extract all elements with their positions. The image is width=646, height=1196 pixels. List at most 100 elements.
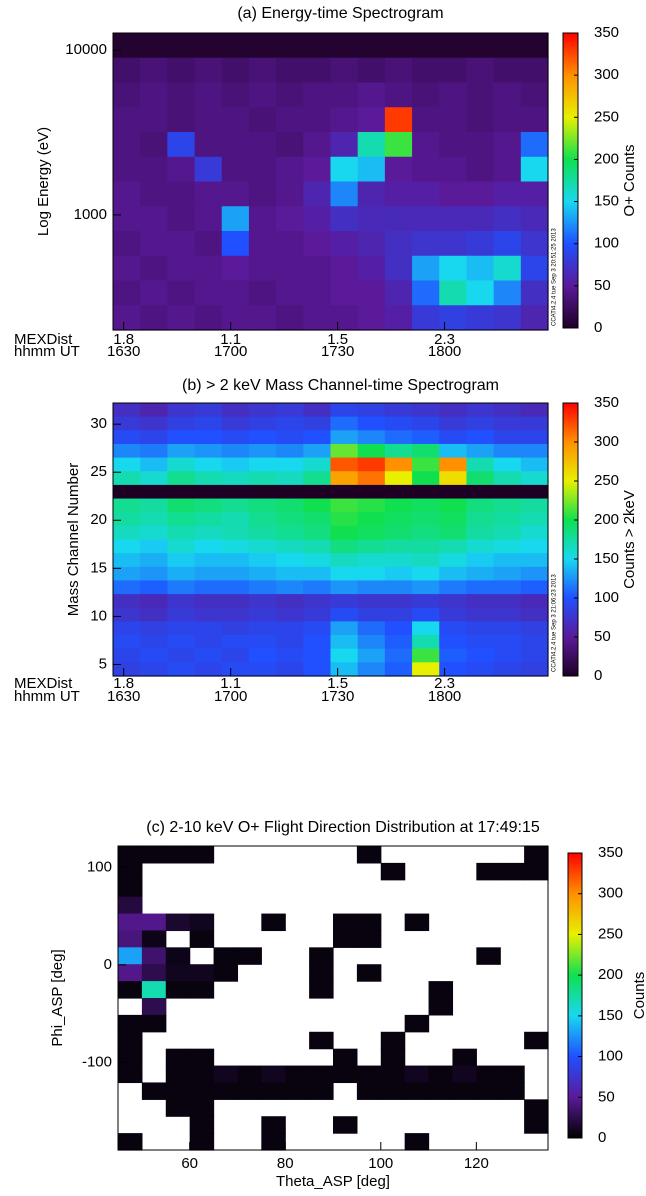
colorbar-tick-label: 50 bbox=[598, 1088, 615, 1105]
heatmap-cell bbox=[493, 443, 522, 459]
heatmap-cell bbox=[248, 181, 277, 207]
heatmap-cell bbox=[113, 525, 141, 541]
heatmap-cell bbox=[165, 1065, 191, 1084]
heatmap-cell bbox=[357, 484, 386, 500]
heatmap-cell bbox=[520, 498, 549, 513]
heatmap-cell bbox=[466, 607, 495, 622]
heatmap-cell bbox=[113, 305, 141, 331]
heatmap-cell bbox=[141, 930, 167, 948]
heatmap-cell bbox=[493, 553, 522, 568]
heatmap-cell bbox=[113, 607, 141, 622]
colorbar-tick-label: 150 bbox=[598, 1007, 623, 1024]
mexdist-label: 2.3 bbox=[434, 331, 455, 348]
heatmap-cell bbox=[476, 947, 501, 965]
heatmap-cell bbox=[276, 305, 304, 331]
heatmap-cell bbox=[113, 430, 141, 445]
heatmap-cell bbox=[303, 566, 332, 582]
heatmap-cell bbox=[213, 1065, 239, 1084]
heatmap-cell bbox=[261, 1082, 286, 1100]
heatmap-cell bbox=[303, 648, 332, 663]
heatmap-cell bbox=[141, 981, 167, 999]
x-tick-label: 1700 bbox=[214, 688, 247, 705]
heatmap-cell bbox=[140, 132, 168, 158]
heatmap-cell bbox=[303, 525, 332, 541]
x-tick-label: 1730 bbox=[321, 343, 354, 360]
heatmap-cell bbox=[276, 484, 304, 500]
heatmap-cell bbox=[276, 443, 304, 459]
heatmap-cell bbox=[493, 648, 522, 663]
colorbar-tick-label: 300 bbox=[594, 433, 619, 450]
heatmap-cell bbox=[221, 539, 250, 554]
heatmap-cell bbox=[520, 416, 549, 431]
heatmap-cell bbox=[466, 457, 495, 472]
heatmap-cell bbox=[384, 553, 413, 568]
y-tick-label: 25 bbox=[90, 463, 107, 480]
heatmap-cell bbox=[140, 580, 168, 595]
heatmap-cell bbox=[384, 471, 413, 486]
heatmap-cell bbox=[412, 255, 440, 282]
y-tick-label: 5 bbox=[99, 655, 107, 672]
heatmap-cell bbox=[140, 621, 168, 636]
heatmap-cell bbox=[118, 846, 143, 864]
heatmap-cell bbox=[466, 206, 495, 232]
heatmap-cell bbox=[524, 1116, 549, 1134]
heatmap-cell bbox=[194, 607, 223, 622]
heatmap-cell bbox=[248, 57, 277, 84]
heatmap-cell bbox=[493, 635, 522, 650]
colorbar-tick-label: 100 bbox=[594, 235, 619, 252]
heatmap-cell bbox=[404, 1065, 430, 1084]
heatmap-cell bbox=[140, 484, 168, 500]
heatmap-cell bbox=[357, 33, 386, 59]
heatmap-cell bbox=[303, 132, 332, 158]
heatmap-cell bbox=[140, 403, 168, 418]
heatmap-cell bbox=[276, 280, 304, 306]
heatmap-cell bbox=[113, 621, 141, 636]
heatmap-cell bbox=[165, 1082, 191, 1100]
heatmap-cell bbox=[466, 471, 495, 486]
heatmap-cell bbox=[303, 471, 332, 486]
heatmap-cell bbox=[248, 305, 277, 331]
heatmap-cell bbox=[520, 305, 549, 331]
heatmap-cell bbox=[165, 1048, 191, 1067]
heatmap-cell bbox=[466, 525, 495, 541]
heatmap-cell bbox=[466, 594, 495, 609]
heatmap-cell bbox=[439, 580, 468, 595]
heatmap-cell bbox=[303, 635, 332, 650]
heatmap-cell bbox=[520, 539, 549, 554]
heatmap-cell bbox=[140, 255, 168, 282]
colorbar-tick-label: 0 bbox=[594, 667, 602, 684]
heatmap-cell bbox=[221, 566, 250, 582]
heatmap-cell bbox=[384, 484, 413, 500]
heatmap-cell bbox=[333, 930, 358, 948]
heatmap-cell bbox=[167, 594, 196, 609]
heatmap-cell bbox=[113, 403, 141, 418]
heatmap-cell bbox=[303, 498, 332, 513]
y-tick-label: 100 bbox=[87, 858, 112, 875]
heatmap-cell bbox=[493, 181, 522, 207]
heatmap-cell bbox=[303, 580, 332, 595]
heatmap-cell bbox=[221, 181, 250, 207]
heatmap-cell bbox=[330, 594, 359, 609]
heatmap-cell bbox=[412, 553, 440, 568]
heatmap-cell bbox=[194, 662, 223, 677]
heatmap-cell bbox=[113, 635, 141, 650]
heatmap-cell bbox=[309, 1082, 334, 1100]
heatmap-cell bbox=[493, 457, 522, 472]
heatmap-cell bbox=[113, 648, 141, 663]
heatmap-cell bbox=[330, 580, 359, 595]
heatmap-cell bbox=[303, 231, 332, 257]
heatmap-cell bbox=[520, 132, 549, 158]
heatmap-cell bbox=[412, 156, 440, 183]
heatmap-cell bbox=[113, 539, 141, 554]
x-tick-label: 1700 bbox=[214, 343, 247, 360]
heatmap-cell bbox=[167, 82, 196, 108]
heatmap-cell bbox=[357, 156, 386, 183]
colorbar-label: O+ Counts bbox=[621, 144, 638, 216]
heatmap-cell bbox=[167, 231, 196, 257]
heatmap-cell bbox=[303, 82, 332, 108]
heatmap-cell bbox=[330, 512, 359, 527]
heatmap-cell bbox=[439, 231, 468, 257]
colorbar-tick-label: 350 bbox=[594, 394, 619, 411]
heatmap-cell bbox=[167, 107, 196, 133]
heatmap-cell bbox=[194, 471, 223, 486]
